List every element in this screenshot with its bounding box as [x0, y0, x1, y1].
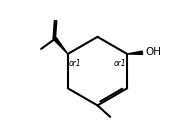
Text: OH: OH — [146, 47, 162, 57]
Polygon shape — [54, 38, 68, 54]
Text: or1: or1 — [113, 59, 126, 68]
Polygon shape — [127, 51, 143, 54]
Text: or1: or1 — [69, 59, 82, 68]
